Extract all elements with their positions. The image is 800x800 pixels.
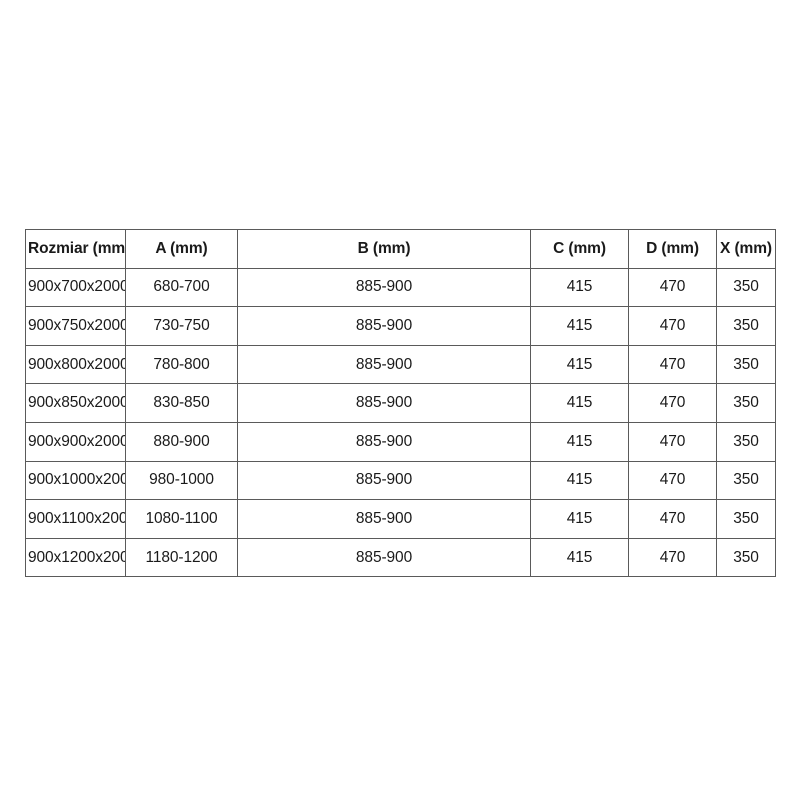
- table-header: Rozmiar (mm) A (mm) B (mm) C (mm) D (mm)…: [25, 229, 777, 269]
- table-row: 900x900x2000 880-900 885-900 415 470 350: [25, 421, 777, 462]
- table-row: 900x800x2000 780-800 885-900 415 470 350: [25, 344, 777, 385]
- column-header-b: B (mm): [236, 229, 532, 269]
- cell-x: 350: [716, 344, 777, 385]
- cell-size: 900x1200x2000: [25, 537, 126, 578]
- cell-d: 470: [628, 460, 718, 501]
- cell-size: 900x1100x2000: [25, 499, 126, 539]
- specification-table-container: Rozmiar (mm) A (mm) B (mm) C (mm) D (mm)…: [25, 229, 777, 578]
- table-row: 900x750x2000 730-750 885-900 415 470 350: [25, 306, 777, 346]
- column-header-size: Rozmiar (mm): [25, 229, 126, 269]
- cell-a: 1180-1200: [125, 537, 238, 578]
- cell-a: 880-900: [125, 421, 238, 462]
- cell-a: 830-850: [125, 383, 238, 423]
- cell-x: 350: [716, 421, 777, 462]
- cell-size: 900x800x2000: [25, 344, 126, 385]
- cell-d: 470: [628, 383, 718, 423]
- column-header-c: C (mm): [530, 229, 630, 269]
- cell-d: 470: [628, 306, 718, 346]
- cell-size: 900x750x2000: [25, 306, 126, 346]
- cell-a: 780-800: [125, 344, 238, 385]
- cell-b: 885-900: [236, 344, 532, 385]
- cell-d: 470: [628, 421, 718, 462]
- cell-c: 415: [530, 267, 630, 308]
- table-row: 900x1000x2000 980-1000 885-900 415 470 3…: [25, 460, 777, 501]
- table-header-row: Rozmiar (mm) A (mm) B (mm) C (mm) D (mm)…: [25, 229, 777, 269]
- cell-size: 900x850x2000: [25, 383, 126, 423]
- table-body: 900x700x2000 680-700 885-900 415 470 350…: [25, 267, 777, 578]
- cell-x: 350: [716, 499, 777, 539]
- cell-b: 885-900: [236, 306, 532, 346]
- cell-x: 350: [716, 267, 777, 308]
- cell-b: 885-900: [236, 460, 532, 501]
- cell-c: 415: [530, 421, 630, 462]
- cell-b: 885-900: [236, 383, 532, 423]
- column-header-d: D (mm): [628, 229, 718, 269]
- cell-c: 415: [530, 460, 630, 501]
- cell-a: 680-700: [125, 267, 238, 308]
- cell-d: 470: [628, 537, 718, 578]
- table-row: 900x850x2000 830-850 885-900 415 470 350: [25, 383, 777, 423]
- table-row: 900x1200x2000 1180-1200 885-900 415 470 …: [25, 537, 777, 578]
- cell-b: 885-900: [236, 537, 532, 578]
- cell-c: 415: [530, 499, 630, 539]
- cell-a: 980-1000: [125, 460, 238, 501]
- cell-b: 885-900: [236, 421, 532, 462]
- cell-b: 885-900: [236, 267, 532, 308]
- table-row: 900x1100x2000 1080-1100 885-900 415 470 …: [25, 499, 777, 539]
- column-header-x: X (mm): [716, 229, 777, 269]
- cell-x: 350: [716, 383, 777, 423]
- cell-c: 415: [530, 344, 630, 385]
- cell-size: 900x700x2000: [25, 267, 126, 308]
- cell-c: 415: [530, 537, 630, 578]
- cell-x: 350: [716, 460, 777, 501]
- cell-d: 470: [628, 499, 718, 539]
- cell-d: 470: [628, 344, 718, 385]
- cell-size: 900x900x2000: [25, 421, 126, 462]
- table-row: 900x700x2000 680-700 885-900 415 470 350: [25, 267, 777, 308]
- column-header-a: A (mm): [125, 229, 238, 269]
- cell-a: 1080-1100: [125, 499, 238, 539]
- cell-x: 350: [716, 306, 777, 346]
- cell-x: 350: [716, 537, 777, 578]
- specification-table: Rozmiar (mm) A (mm) B (mm) C (mm) D (mm)…: [25, 229, 777, 578]
- cell-c: 415: [530, 383, 630, 423]
- cell-c: 415: [530, 306, 630, 346]
- cell-size: 900x1000x2000: [25, 460, 126, 501]
- cell-a: 730-750: [125, 306, 238, 346]
- cell-d: 470: [628, 267, 718, 308]
- cell-b: 885-900: [236, 499, 532, 539]
